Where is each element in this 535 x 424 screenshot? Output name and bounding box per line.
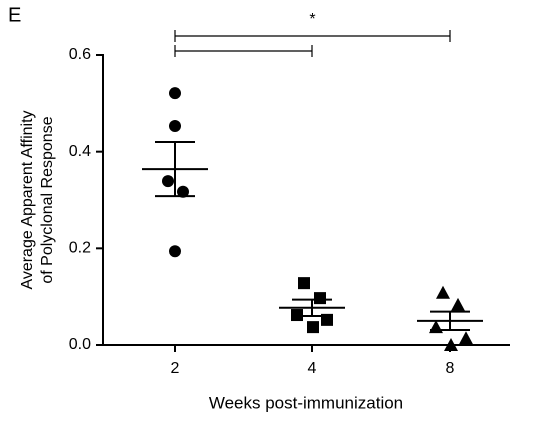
significance-bracket <box>174 30 451 42</box>
data-point <box>429 320 443 334</box>
x-tick-label: 4 <box>308 360 317 377</box>
significance-bracket <box>174 45 313 57</box>
data-point <box>169 87 181 100</box>
y-tick-label: 0.0 <box>69 336 91 353</box>
data-point <box>436 285 450 299</box>
panel-label: E <box>8 4 21 26</box>
y-tick-label: 0.6 <box>69 46 91 63</box>
data-point <box>162 175 174 188</box>
data-point <box>169 120 181 133</box>
y-tick-label: 0.2 <box>69 240 91 257</box>
data-point <box>459 331 473 345</box>
y-tick-label: 0.4 <box>69 143 91 160</box>
data-point <box>298 277 310 290</box>
x-tick-label: 8 <box>446 360 455 377</box>
data-point <box>169 245 181 258</box>
x-axis-label: Weeks post-immunization <box>209 393 403 412</box>
y-axis-label-line: Average Apparent Affinity <box>19 110 36 289</box>
data-point <box>314 292 326 305</box>
y-axis-label-line: of Polyclonal Response <box>39 116 56 283</box>
data-point <box>444 338 458 351</box>
data-point <box>307 321 319 334</box>
data-point <box>451 297 465 311</box>
data-point <box>177 185 189 198</box>
x-tick-label: 2 <box>171 360 180 377</box>
y-axis-label: Average Apparent Affinity of Polyclonal … <box>19 110 56 289</box>
significance-label: * <box>309 11 315 28</box>
